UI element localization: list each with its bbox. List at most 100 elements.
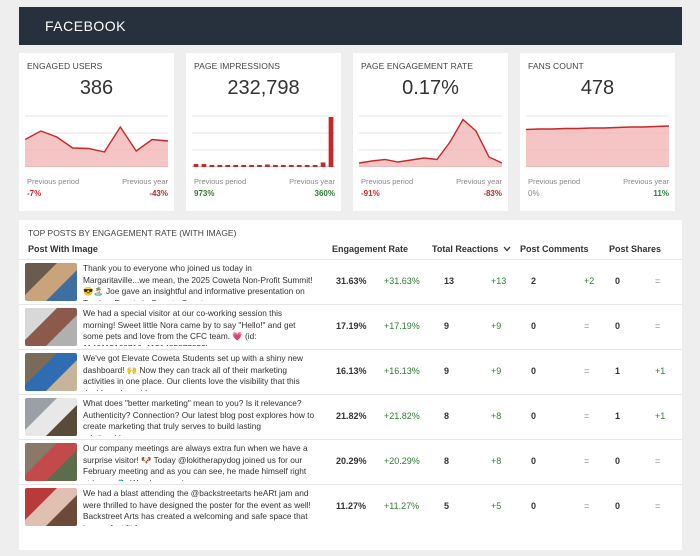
table-row[interactable]: We've got Elevate Coweta Students set up… [19, 349, 682, 393]
previous-year-value: 11% [653, 189, 669, 198]
engagement-rate-value: 20.29% [336, 456, 367, 466]
engagement-rate-value: 31.63% [336, 276, 367, 286]
bar [209, 165, 215, 167]
post-comments-value: 0 [531, 411, 537, 421]
previous-year-value: 360% [314, 189, 335, 198]
previous-period-value: 973% [194, 189, 215, 198]
post-text[interactable]: Thank you to everyone who joined us toda… [83, 263, 313, 301]
total-reactions-value: 8 [444, 456, 450, 466]
series-line [526, 125, 669, 131]
engagement-rate-value: 11.27% [336, 501, 367, 511]
post-thumbnail[interactable] [25, 443, 77, 481]
post-text[interactable]: We've got Elevate Coweta Students set up… [83, 353, 304, 391]
previous-year-value: -83% [483, 189, 502, 198]
post-text[interactable]: We had a special visitor at our co-worki… [83, 308, 296, 346]
table-row[interactable]: What does "better marketing" mean to you… [19, 394, 682, 438]
metric-title: PAGE IMPRESSIONS [194, 61, 280, 71]
engagement-rate-change: +16.13% [384, 366, 420, 376]
post-comments-change: = [584, 456, 590, 466]
header-engagement-rate[interactable]: Engagement Rate [332, 244, 409, 254]
total-reactions-change: +5 [491, 501, 502, 511]
metric-sparkline [526, 115, 669, 167]
previous-period-label: Previous period [528, 177, 581, 186]
post-comments-change: = [584, 501, 590, 511]
post-text[interactable]: What does "better marketing" mean to you… [83, 398, 315, 436]
post-comments-value: 0 [531, 456, 537, 466]
previous-year-value: -43% [149, 189, 168, 198]
post-thumbnail[interactable] [25, 308, 77, 346]
metric-value: 232,798 [227, 77, 300, 99]
bar [257, 165, 262, 167]
bar [296, 165, 302, 167]
app-header: FACEBOOK [19, 7, 682, 45]
post-shares-change: = [655, 456, 661, 466]
post-comments-value: 0 [531, 366, 537, 376]
metric-value: 478 [580, 77, 615, 99]
header-post-with-image[interactable]: Post With Image [28, 244, 98, 254]
series-line [25, 125, 168, 153]
previous-period-label: Previous period [361, 177, 414, 186]
previous-period-value: -7% [27, 189, 42, 198]
total-reactions-value: 13 [444, 276, 455, 286]
header-total-reactions[interactable]: Total Reactions [432, 244, 511, 254]
total-reactions-value: 8 [444, 411, 450, 421]
engagement-rate-value: 21.82% [336, 411, 367, 421]
table-row[interactable]: We had a special visitor at our co-worki… [19, 304, 682, 348]
post-comments-value: 2 [531, 276, 537, 286]
post-text[interactable]: We had a blast attending the @backstreet… [83, 488, 311, 526]
sort-desc-icon [503, 246, 511, 252]
previous-period-value: 0% [528, 189, 540, 198]
area-fill [359, 119, 502, 167]
header-total-reactions-label: Total Reactions [432, 244, 499, 254]
metric-sparkline [25, 115, 168, 167]
post-comments-change: +2 [584, 276, 595, 286]
total-reactions-change: +9 [491, 366, 502, 376]
metric-card-0: ENGAGED USERS 386 Previous period Previo… [19, 53, 174, 211]
top-posts-panel: TOP POSTS BY ENGAGEMENT RATE (WITH IMAGE… [19, 220, 682, 550]
post-thumbnail[interactable] [25, 353, 77, 391]
area-fill [25, 127, 168, 167]
previous-period-label: Previous period [194, 177, 247, 186]
metric-title: FANS COUNT [528, 61, 584, 71]
post-shares-value: 0 [615, 501, 621, 511]
table-row[interactable]: Our company meetings are always extra fu… [19, 439, 682, 483]
bar [241, 165, 247, 167]
metric-sparkline [192, 115, 335, 167]
post-comments-change: = [584, 366, 590, 376]
total-reactions-value: 5 [444, 501, 450, 511]
post-shares-change: +1 [655, 411, 666, 421]
metric-value: 386 [79, 77, 114, 99]
post-shares-change: = [655, 501, 661, 511]
post-shares-value: 0 [615, 321, 621, 331]
metric-card-3: FANS COUNT 478 Previous period Previous … [520, 53, 675, 211]
post-thumbnail[interactable] [25, 488, 77, 526]
metric-title: ENGAGED USERS [27, 61, 103, 71]
previous-period-label: Previous period [27, 177, 80, 186]
bar [193, 164, 199, 167]
post-thumbnail[interactable] [25, 263, 77, 301]
header-post-comments[interactable]: Post Comments [520, 244, 589, 254]
engagement-rate-value: 17.19% [336, 321, 367, 331]
bar [288, 165, 294, 167]
metric-card-1: PAGE IMPRESSIONS 232,798 Previous period… [186, 53, 341, 211]
post-shares-change: = [655, 321, 661, 331]
bar [217, 165, 223, 167]
table-row[interactable]: Thank you to everyone who joined us toda… [19, 259, 682, 303]
area-fill [526, 126, 669, 167]
post-thumbnail[interactable] [25, 398, 77, 436]
post-comments-change: = [584, 321, 590, 331]
previous-year-label: Previous year [623, 177, 669, 186]
metric-title: PAGE ENGAGEMENT RATE [361, 61, 474, 71]
total-reactions-value: 9 [444, 321, 450, 331]
bar [304, 165, 310, 167]
bar [320, 162, 326, 167]
engagement-rate-value: 16.13% [336, 366, 367, 376]
post-shares-change: +1 [655, 366, 666, 376]
post-text[interactable]: Our company meetings are always extra fu… [83, 443, 308, 481]
previous-year-label: Previous year [122, 177, 168, 186]
top-posts-title: TOP POSTS BY ENGAGEMENT RATE (WITH IMAGE… [28, 228, 237, 238]
engagement-rate-change: +17.19% [384, 321, 420, 331]
header-post-shares[interactable]: Post Shares [609, 244, 662, 254]
table-row[interactable]: We had a blast attending the @backstreet… [19, 484, 682, 528]
bar [249, 165, 254, 167]
